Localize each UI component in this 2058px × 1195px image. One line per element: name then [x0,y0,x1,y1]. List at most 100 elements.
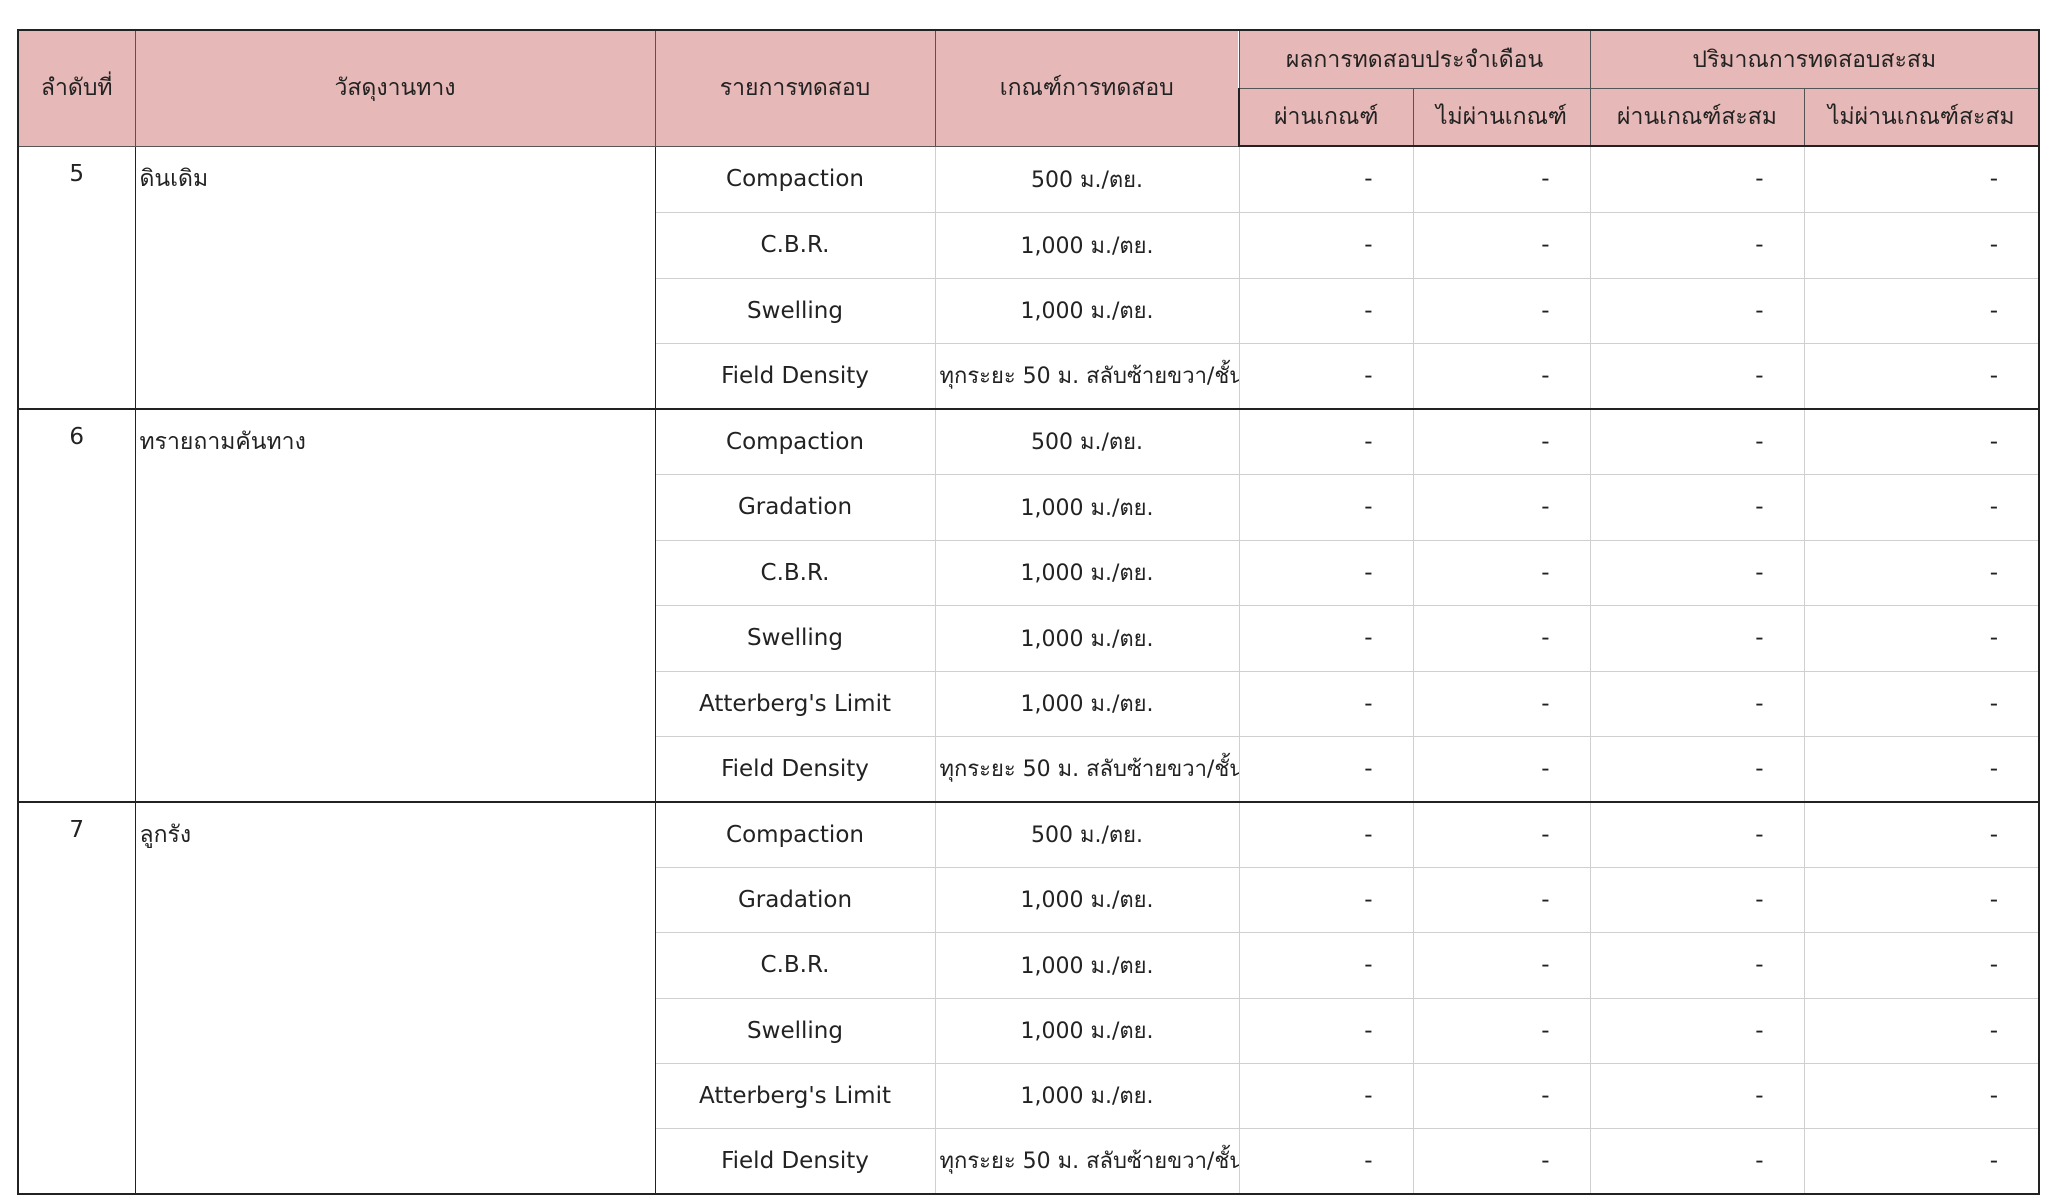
criteria-cell: 1,000 ม./ตย. [934,539,1240,606]
criteria-cell: ทุกระยะ 50 ม. สลับซ้ายขวา/ชั้น [934,342,1240,410]
fail-cum-cell: - [1803,1062,2041,1129]
test-item-cell: Gradation [654,866,936,933]
test-item-cell: Swelling [654,997,936,1064]
pass-cell: - [1238,408,1414,475]
header-monthly: ผลการทดสอบประจำเดือน [1238,29,1591,89]
pass-cell: - [1238,801,1414,868]
criteria-cell: 1,000 ม./ตย. [934,473,1240,541]
pass-cum-cell: - [1589,735,1805,803]
fail-cell: - [1412,735,1591,803]
criteria-cell: ทุกระยะ 50 ม. สลับซ้ายขวา/ชั้น [934,1127,1240,1195]
test-item-cell: Compaction [654,801,936,868]
test-item-cell: Atterberg's Limit [654,670,936,737]
fail-cell: - [1412,342,1591,410]
test-item-cell: Field Density [654,735,936,803]
fail-cum-cell: - [1803,670,2041,737]
criteria-cell: 1,000 ม./ตย. [934,211,1240,279]
pass-cum-cell: - [1589,1062,1805,1129]
table-row: 5 ดินเดิม Compaction 500 ม./ตย. - - - - [17,145,2041,410]
header-seq: ลำดับที่ [17,29,136,147]
fail-cell: - [1412,145,1591,213]
table-row: Swelling 1,000 ม./ตย. - - - - [18,277,2041,344]
fail-cell: - [1412,866,1591,933]
criteria-cell: 1,000 ม./ตย. [934,670,1240,737]
fail-cum-cell: - [1803,801,2041,868]
pass-cell: - [1238,997,1414,1064]
fail-cell: - [1412,211,1591,279]
material-cell: ดินเดิม [134,145,656,410]
pass-cell: - [1238,211,1414,279]
test-results-table: ลำดับที่ วัสดุงานทาง รายการทดสอบ เกณฑ์กา… [17,29,2041,1195]
fail-cum-cell: - [1803,866,2041,933]
test-item-cell: Field Density [654,342,936,410]
pass-cell: - [1238,604,1414,672]
fail-cell: - [1412,539,1591,606]
fail-cum-cell: - [1803,931,2041,999]
criteria-cell: 500 ม./ตย. [934,801,1240,868]
pass-cum-cell: - [1589,604,1805,672]
fail-cell: - [1412,277,1591,344]
table-row: Atterberg's Limit 1,000 ม./ตย. - - - - [18,670,2041,737]
pass-cum-cell: - [1589,931,1805,999]
header-cumulative: ปริมาณการทดสอบสะสม [1589,29,2041,89]
criteria-cell: 1,000 ม./ตย. [934,997,1240,1064]
fail-cum-cell: - [1803,408,2041,475]
fail-cell: - [1412,604,1591,672]
pass-cell: - [1238,670,1414,737]
seq-cell: 7 [17,801,136,1195]
table-row: Field Density ทุกระยะ 50 ม. สลับซ้ายขวา/ช… [18,342,2041,410]
fail-cell: - [1412,997,1591,1064]
pass-cum-cell: - [1589,277,1805,344]
test-item-cell: Swelling [654,604,936,672]
table-row: Swelling 1,000 ม./ตย. - - - - [18,997,2041,1064]
table-row: C.B.R. 1,000 ม./ตย. - - - - [18,539,2041,606]
header-fail: ไม่ผ่านเกณฑ์ [1412,88,1591,147]
test-item-cell: Swelling [654,277,936,344]
header-material: วัสดุงานทาง [134,29,656,147]
test-item-cell: Gradation [654,473,936,541]
fail-cum-cell: - [1803,473,2041,541]
pass-cell: - [1238,342,1414,410]
pass-cell: - [1238,735,1414,803]
material-cell: ทรายถามคันทาง [134,408,656,803]
pass-cum-cell: - [1589,801,1805,868]
header-pass: ผ่านเกณฑ์ [1238,88,1414,147]
fail-cell: - [1412,408,1591,475]
test-item-cell: Atterberg's Limit [654,1062,936,1129]
fail-cell: - [1412,931,1591,999]
pass-cum-cell: - [1589,342,1805,410]
pass-cell: - [1238,473,1414,541]
criteria-cell: 1,000 ม./ตย. [934,866,1240,933]
pass-cell: - [1238,866,1414,933]
pass-cell: - [1238,539,1414,606]
pass-cum-cell: - [1589,539,1805,606]
test-item-cell: C.B.R. [654,539,936,606]
table-row: 6 ทรายถามคันทาง Compaction 500 ม./ตย. - - - - [17,408,2041,803]
table-row: C.B.R. 1,000 ม./ตย. - - - - [18,931,2041,999]
pass-cum-cell: - [1589,211,1805,279]
table-row: Swelling 1,000 ม./ตย. - - - - [18,604,2041,672]
criteria-cell: 500 ม./ตย. [934,145,1240,213]
material-cell: ลูกรัง [134,801,656,1195]
pass-cum-cell: - [1589,866,1805,933]
fail-cum-cell: - [1803,277,2041,344]
fail-cum-cell: - [1803,735,2041,803]
pass-cell: - [1238,1062,1414,1129]
fail-cum-cell: - [1803,604,2041,672]
pass-cell: - [1238,1127,1414,1195]
test-item-cell: Field Density [654,1127,936,1195]
fail-cell: - [1412,801,1591,868]
fail-cum-cell: - [1803,211,2041,279]
pass-cum-cell: - [1589,145,1805,213]
table-row: Gradation 1,000 ม./ตย. - - - - [18,866,2041,933]
table-row: 7 ลูกรัง Compaction 500 ม./ตย. - - - - [17,801,2041,1195]
fail-cell: - [1412,1062,1591,1129]
criteria-cell: 500 ม./ตย. [934,408,1240,475]
table-row: Atterberg's Limit 1,000 ม./ตย. - - - - [18,1062,2041,1129]
pass-cell: - [1238,931,1414,999]
pass-cell: - [1238,145,1414,213]
table-row: Field Density ทุกระยะ 50 ม. สลับซ้ายขวา/ช… [18,1127,2041,1195]
test-item-cell: Compaction [654,408,936,475]
criteria-cell: 1,000 ม./ตย. [934,277,1240,344]
pass-cum-cell: - [1589,670,1805,737]
